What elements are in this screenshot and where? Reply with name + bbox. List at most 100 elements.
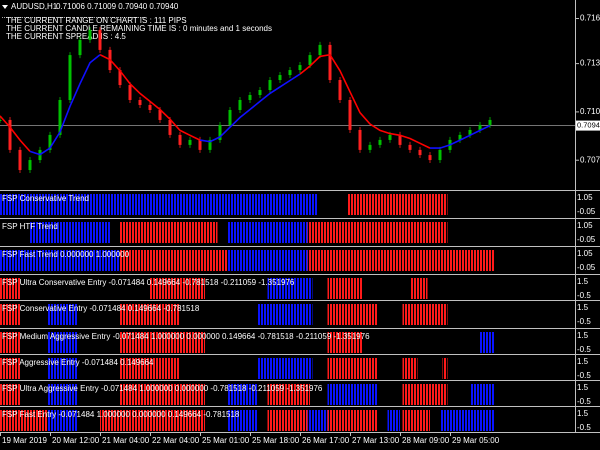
indicator-bars <box>227 250 308 271</box>
indicator-bars <box>267 410 308 431</box>
indicator-bars <box>327 358 378 379</box>
panel-title: FSP Fast Entry -0.071484 1.000000 0.0000… <box>2 410 240 419</box>
panel-title: FSP Fast Trend 0.000000 1.000000 <box>2 250 130 259</box>
indicator-bars <box>47 332 78 353</box>
price-label: 0.70725 <box>580 155 600 164</box>
indicator-bars <box>442 358 448 379</box>
indicator-bars <box>307 250 495 271</box>
panel-title: FSP Conservative Trend <box>2 194 89 203</box>
indicator-bars <box>47 384 78 405</box>
panel-axis-label: -0.5 <box>577 397 591 406</box>
indicator-bars <box>387 410 400 431</box>
indicator-bars <box>267 278 313 299</box>
price-label: 0.71325 <box>580 59 600 68</box>
indicator-bars <box>0 250 120 271</box>
time-label: 25 Mar 18:00 <box>252 436 300 445</box>
time-label: 22 Mar 04:00 <box>152 436 200 445</box>
signal-line <box>29 54 491 156</box>
info-line: THE CURRENT RANGE ON CHART IS : 111 PIPS <box>6 16 187 25</box>
panel-title: FSP HTF Trend <box>2 222 58 231</box>
indicator-bars <box>120 358 180 379</box>
panel-title: FSP Conservative Entry -0.071484 0.14966… <box>2 304 200 313</box>
indicator-bars <box>327 278 363 299</box>
panel-title: FSP Ultra Aggressive Entry -0.071484 1.0… <box>2 384 323 393</box>
panel-axis-label: -0.5 <box>577 291 591 300</box>
indicator-bars <box>0 332 20 353</box>
time-label: 26 Mar 17:00 <box>302 436 350 445</box>
signal-line <box>0 53 431 152</box>
panel-axis-label: 1.5 <box>577 383 589 392</box>
time-label: 19 Mar 2019 <box>2 436 47 445</box>
indicator-bars <box>267 384 310 405</box>
time-label: 29 Mar 05:00 <box>452 436 500 445</box>
panel-axis-label: -0.5 <box>577 371 591 380</box>
chart-layer: 0.71605 0.71325 0.71025 0.70725 0.70940 FSP C… <box>0 14 600 445</box>
panel-axis-label: 1.5 <box>577 303 589 312</box>
indicator-bars <box>327 410 378 431</box>
indicator-bars <box>347 194 448 215</box>
symbol: AUDUSD,H1 <box>11 2 58 11</box>
indicator-bars <box>257 304 313 325</box>
panel-axis-label: -0.05 <box>577 235 596 244</box>
panel-title: FSP Ultra Conservative Entry -0.071484 0… <box>2 278 295 287</box>
indicator-bars <box>30 222 110 243</box>
time-label: 20 Mar 12:00 <box>52 436 100 445</box>
time-label: 21 Mar 04:00 <box>102 436 150 445</box>
indicator-bars <box>327 384 378 405</box>
indicator-bars <box>440 410 495 431</box>
panel-axis-label: 1.05 <box>577 193 593 202</box>
indicator-bars <box>120 332 205 353</box>
candle <box>0 119 2 121</box>
indicator-bars <box>0 304 20 325</box>
panel-axis-label: 1.5 <box>577 357 589 366</box>
indicator-bars <box>120 304 180 325</box>
panel-axis-label: -0.5 <box>577 317 591 326</box>
time-label: 28 Mar 09:00 <box>402 436 450 445</box>
indicator-bars <box>0 194 318 215</box>
indicator-bars <box>307 222 448 243</box>
quote: 0.71006 0.71009 0.70940 0.70940 <box>56 2 179 11</box>
indicator-bars <box>120 384 205 405</box>
indicator-bars <box>120 250 228 271</box>
indicator-bars <box>257 358 313 379</box>
indicator-bars <box>0 358 20 379</box>
panel-axis-label: -0.05 <box>577 263 596 272</box>
symbol-arrow <box>2 5 8 9</box>
indicator-bars <box>402 358 418 379</box>
panel-axis-label: 1.05 <box>577 249 593 258</box>
indicator-bars <box>47 358 78 379</box>
indicator-bars <box>480 332 495 353</box>
indicator-bars <box>47 304 78 325</box>
panel-axis-label: -0.5 <box>577 345 591 354</box>
indicator-bars <box>120 222 218 243</box>
current-price-label: 0.70940 <box>577 121 600 130</box>
indicator-bars <box>0 278 20 299</box>
current-price-box <box>576 120 600 131</box>
indicator-bars <box>0 384 20 405</box>
indicator-bars <box>402 384 448 405</box>
panel-axis-label: 1.05 <box>577 221 593 230</box>
indicator-bars <box>100 410 205 431</box>
info-line: THE CURRENT CANDLE REMAINING TIME IS : 0… <box>6 24 272 33</box>
indicator-bars <box>227 384 258 405</box>
panel-axis-label: -0.5 <box>577 423 591 432</box>
panel-axis-label: 1.5 <box>577 277 589 286</box>
indicator-bars <box>227 222 308 243</box>
indicator-bars <box>47 410 78 431</box>
indicator-bars <box>150 278 205 299</box>
panel-axis-label: 1.5 <box>577 409 589 418</box>
time-label: 27 Mar 13:00 <box>352 436 400 445</box>
indicator-bars <box>0 410 48 431</box>
panel-axis-label: 1.5 <box>577 331 589 340</box>
price-label: 0.71605 <box>580 14 600 23</box>
indicator-bars <box>402 304 448 325</box>
panel-axis-label: -0.05 <box>577 207 596 216</box>
panel-title: FSP Medium Aggressive Entry -0.071484 1.… <box>2 332 370 341</box>
panel-title: FSP Aggressive Entry -0.071484 0.149664 <box>2 358 154 367</box>
indicator-bars <box>327 332 363 353</box>
price-label: 0.71025 <box>580 107 600 116</box>
indicator-bars <box>327 304 378 325</box>
time-label: 25 Mar 01:00 <box>202 436 250 445</box>
indicator-bars <box>307 410 328 431</box>
